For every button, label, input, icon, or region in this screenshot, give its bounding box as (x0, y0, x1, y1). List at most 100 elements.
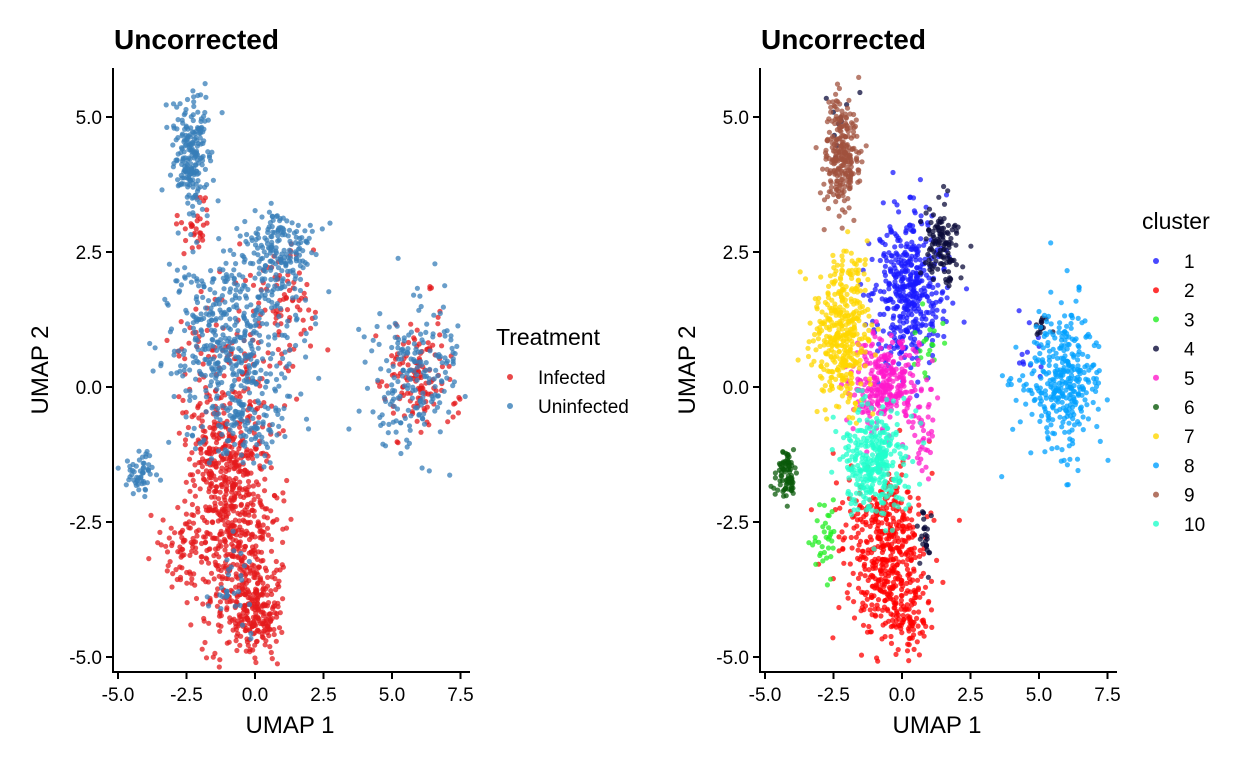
data-point (926, 206, 933, 212)
data-point (226, 306, 232, 313)
data-point (926, 298, 932, 304)
data-point (450, 414, 456, 420)
data-point (926, 401, 932, 408)
data-point (191, 425, 197, 431)
data-point (862, 363, 868, 369)
data-point (1072, 375, 1078, 382)
data-point (190, 177, 196, 183)
data-point (1069, 427, 1075, 433)
data-point (875, 326, 881, 332)
data-point (267, 220, 273, 226)
data-point (242, 422, 248, 429)
y-tick-label: -2.5 (69, 513, 102, 534)
data-point (256, 271, 262, 277)
data-point (920, 619, 927, 625)
data-point (395, 395, 401, 401)
data-point (912, 432, 918, 438)
data-point (264, 321, 270, 327)
data-point (898, 581, 904, 587)
data-point (174, 212, 180, 219)
data-point (223, 278, 229, 284)
data-point (391, 375, 397, 381)
data-point (1089, 386, 1095, 392)
data-point (255, 420, 261, 426)
data-point (855, 530, 861, 536)
data-point (286, 247, 292, 253)
data-point (832, 359, 838, 365)
data-point (213, 484, 220, 490)
data-point (927, 327, 933, 333)
data-point (896, 209, 902, 215)
data-point (253, 554, 259, 560)
data-point (834, 262, 841, 268)
data-point (217, 353, 223, 359)
data-point (204, 547, 210, 554)
data-point (268, 200, 274, 206)
data-point (906, 636, 912, 642)
data-point (412, 350, 418, 356)
data-point (204, 327, 210, 333)
data-point (850, 426, 856, 432)
data-point (234, 450, 240, 456)
data-point (821, 529, 827, 535)
data-point (829, 279, 835, 285)
data-point (193, 441, 199, 447)
data-point (188, 622, 194, 628)
legend-label: Infected (538, 368, 606, 389)
data-point (211, 410, 217, 416)
data-point (904, 319, 910, 325)
data-point (182, 537, 188, 544)
data-point (255, 520, 262, 527)
data-point (1038, 375, 1044, 381)
data-point (885, 306, 891, 312)
data-point (228, 361, 234, 367)
data-point (327, 220, 333, 226)
data-point (434, 404, 441, 410)
data-point (780, 488, 786, 495)
data-point (177, 564, 183, 570)
data-point (203, 94, 209, 100)
data-point (941, 183, 947, 190)
data-point (1069, 312, 1075, 318)
data-point (1076, 349, 1082, 355)
data-point (1056, 388, 1062, 394)
data-point (1059, 399, 1065, 405)
data-point (219, 379, 225, 386)
data-point (237, 289, 243, 295)
data-point (238, 550, 244, 556)
data-point (836, 327, 842, 333)
data-point (913, 589, 919, 595)
data-point (194, 533, 200, 539)
data-point (245, 286, 251, 293)
panel-treatment: Uncorrected -5.0-2.50.02.55.0 -5.0 -2.5 0.… (27, 24, 629, 739)
data-point (177, 530, 183, 536)
data-point (251, 513, 257, 519)
data-point (916, 460, 922, 466)
data-point (831, 265, 837, 271)
data-point (926, 332, 932, 338)
data-point (184, 321, 191, 327)
data-point (385, 430, 391, 436)
data-point (177, 288, 183, 294)
y-tick-label: 0.0 (76, 378, 102, 399)
data-point (874, 501, 880, 507)
data-point (923, 309, 930, 315)
data-point (907, 194, 913, 200)
data-point (1046, 370, 1052, 376)
data-point (427, 284, 433, 290)
data-point (189, 450, 195, 456)
data-point (231, 590, 237, 596)
data-point (910, 269, 916, 275)
data-point (248, 549, 254, 555)
data-point (253, 426, 259, 432)
data-point (1085, 353, 1091, 360)
data-point (1048, 422, 1054, 428)
data-point (243, 433, 249, 439)
data-point (250, 261, 256, 267)
data-point (182, 363, 188, 369)
data-point (832, 291, 838, 297)
data-point (229, 397, 235, 403)
data-point (891, 262, 897, 268)
data-point (1005, 382, 1011, 388)
